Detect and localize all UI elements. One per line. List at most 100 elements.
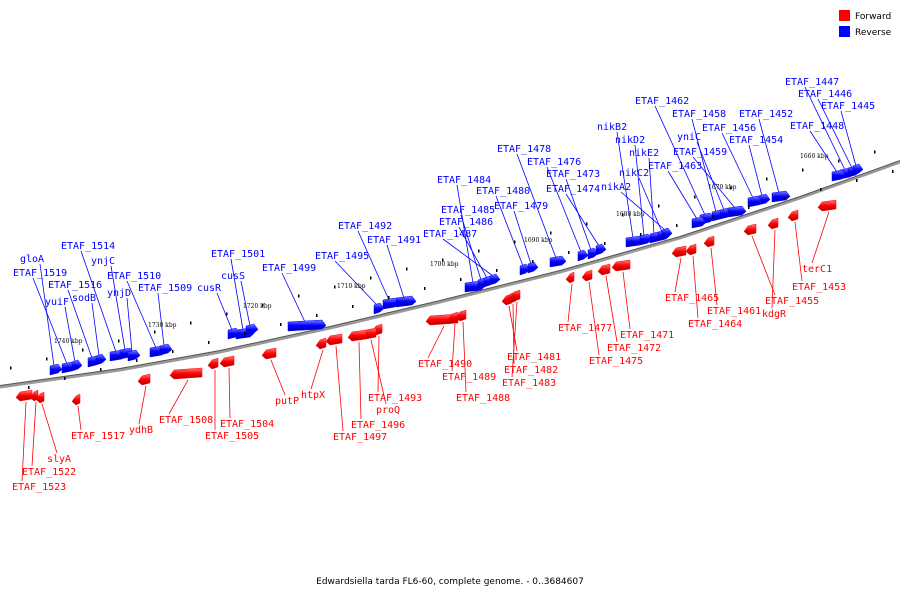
gene-feature-arrow[interactable] <box>35 391 45 404</box>
gene-label[interactable]: ETAF_1462 <box>635 96 689 107</box>
gene-label[interactable]: ETAF_1465 <box>665 293 719 304</box>
gene-feature-arrow[interactable] <box>159 343 173 356</box>
gene-htpx[interactable]: htpX <box>301 337 327 401</box>
gene-label[interactable]: ETAF_1474 <box>546 184 600 195</box>
gene-etaf-1464[interactable]: ETAF_1464 <box>685 243 742 330</box>
gene-label[interactable]: ETAF_1461 <box>707 306 761 317</box>
gene-etaf-1480[interactable]: ETAF_1480 <box>476 186 531 276</box>
gene-etaf-1471[interactable]: ETAF_1471 <box>611 259 674 341</box>
gene-label[interactable]: ETAF_1481 <box>507 352 561 363</box>
gene-label[interactable]: ETAF_1489 <box>442 372 496 383</box>
gene-etaf-1497[interactable]: ETAF_1497 <box>325 333 387 443</box>
gene-label[interactable]: ETAF_1522 <box>22 467 76 478</box>
gene-label[interactable]: ETAF_1478 <box>497 144 551 155</box>
gene-feature-arrow[interactable] <box>207 357 219 370</box>
gene-label[interactable]: ETAF_1446 <box>798 89 852 100</box>
gene-label[interactable]: ETAF_1472 <box>607 343 661 354</box>
gene-label[interactable]: yuiF <box>45 297 69 308</box>
gene-label[interactable]: ETAF_1517 <box>71 431 125 442</box>
gene-label[interactable]: ETAF_1458 <box>672 109 726 120</box>
gene-feature-arrow[interactable] <box>261 347 277 360</box>
gene-label[interactable]: ETAF_1485 <box>441 205 495 216</box>
gene-etaf-1495[interactable]: ETAF_1495 <box>315 251 385 315</box>
gene-feature-arrow[interactable] <box>373 302 385 315</box>
gene-feature-arrow[interactable] <box>661 227 673 240</box>
gene-label[interactable]: ydhB <box>129 425 153 436</box>
gene-etaf-1496[interactable]: ETAF_1496 <box>347 329 405 431</box>
gene-etaf-1505[interactable]: ETAF_1505 <box>205 357 259 442</box>
gene-feature-arrow[interactable] <box>325 333 343 346</box>
gene-etaf-1509[interactable]: ETAF_1509 <box>138 283 192 356</box>
gene-etaf-1453[interactable]: ETAF_1453 <box>787 209 846 293</box>
gene-etaf-1456[interactable]: ETAF_1456 <box>702 123 763 208</box>
gene-etaf-1445[interactable]: ETAF_1445 <box>821 101 875 176</box>
gene-label[interactable]: ETAF_1490 <box>418 359 472 370</box>
gene-feature-arrow[interactable] <box>15 389 33 402</box>
gene-etaf-1488[interactable]: ETAF_1488 <box>455 309 510 404</box>
gene-label[interactable]: ynjC <box>91 256 115 267</box>
gene-feature-arrow[interactable] <box>219 355 235 368</box>
gene-etaf-1463[interactable]: ETAF_1463 <box>648 161 707 229</box>
gene-feature-arrow[interactable] <box>287 319 327 332</box>
gene-feature-arrow[interactable] <box>527 261 539 274</box>
gene-label[interactable]: ETAF_1510 <box>107 271 161 282</box>
gene-label[interactable]: sodB <box>72 293 96 304</box>
gene-yuif[interactable]: yuiF <box>45 297 83 372</box>
gene-nikb2[interactable]: nikB2 <box>597 122 645 248</box>
gene-etaf-1459[interactable]: ETAF_1459 <box>673 147 747 218</box>
gene-etaf-1523[interactable]: ETAF_1523 <box>12 389 66 493</box>
gene-feature-arrow[interactable] <box>71 359 83 372</box>
gene-gloa[interactable]: gloA <box>20 254 63 376</box>
gene-feature-arrow[interactable] <box>817 199 837 212</box>
gene-label[interactable]: ETAF_1453 <box>792 282 846 293</box>
gene-label[interactable]: ETAF_1495 <box>315 251 369 262</box>
gene-feature-arrow[interactable] <box>169 367 203 380</box>
gene-feature-arrow[interactable] <box>245 323 259 336</box>
gene-feature-arrow[interactable] <box>595 243 607 256</box>
gene-label[interactable]: gloA <box>20 254 44 265</box>
gene-etaf-1475[interactable]: ETAF_1475 <box>581 269 643 367</box>
gene-label[interactable]: ETAF_1516 <box>48 280 102 291</box>
gene-etaf-1517[interactable]: ETAF_1517 <box>71 393 125 442</box>
gene-label[interactable]: ETAF_1475 <box>589 356 643 367</box>
gene-feature-arrow[interactable] <box>831 169 847 182</box>
gene-etaf-1482[interactable]: ETAF_1482 <box>504 291 558 376</box>
gene-feature-arrow[interactable] <box>549 255 567 268</box>
gene-label[interactable]: ETAF_1448 <box>790 121 844 132</box>
gene-label[interactable]: ETAF_1496 <box>351 420 405 431</box>
gene-label[interactable]: ETAF_1483 <box>502 378 556 389</box>
gene-cusr[interactable]: cusR <box>197 283 241 340</box>
gene-etaf-1491[interactable]: ETAF_1491 <box>367 235 421 308</box>
gene-etaf-1504[interactable]: ETAF_1504 <box>219 355 274 430</box>
gene-etaf-1487[interactable]: ETAF_1487 <box>423 229 501 286</box>
gene-kdgr[interactable]: kdgR <box>762 217 787 320</box>
gene-label[interactable]: yniC <box>677 132 701 143</box>
gene-label[interactable]: ETAF_1499 <box>262 263 316 274</box>
gene-cuss[interactable]: cusS <box>221 271 259 336</box>
gene-slya[interactable]: slyA <box>35 391 71 465</box>
gene-label[interactable]: nikB2 <box>597 122 627 133</box>
gene-label[interactable]: kdgR <box>762 309 787 320</box>
gene-etaf-1499[interactable]: ETAF_1499 <box>262 263 327 332</box>
gene-feature-arrow[interactable] <box>747 195 763 208</box>
gene-feature-arrow[interactable] <box>671 245 687 258</box>
gene-etaf-1474[interactable]: ETAF_1474 <box>546 184 607 256</box>
gene-etaf-1486[interactable]: ETAF_1486 <box>439 217 495 288</box>
gene-label[interactable]: ETAF_1484 <box>437 175 491 186</box>
gene-label[interactable]: ETAF_1476 <box>527 157 581 168</box>
gene-label[interactable]: nikD2 <box>615 135 645 146</box>
gene-feature-arrow[interactable] <box>852 163 864 176</box>
gene-label[interactable]: ETAF_1463 <box>648 161 702 172</box>
gene-label[interactable]: ETAF_1508 <box>159 415 213 426</box>
gene-etaf-1481[interactable]: ETAF_1481 <box>501 293 561 363</box>
gene-etaf-1461[interactable]: ETAF_1461 <box>703 235 761 317</box>
gene-label[interactable]: ETAF_1523 <box>12 482 66 493</box>
gene-feature-arrow[interactable] <box>315 337 327 350</box>
gene-etaf-1448[interactable]: ETAF_1448 <box>790 121 847 182</box>
gene-label[interactable]: ETAF_1514 <box>61 241 115 252</box>
gene-label[interactable]: ETAF_1454 <box>729 135 783 146</box>
gene-ydhb[interactable]: ydhB <box>129 373 153 436</box>
gene-label[interactable]: ETAF_1509 <box>138 283 192 294</box>
gene-etaf-1473[interactable]: ETAF_1473 <box>546 169 600 260</box>
gene-feature-arrow[interactable] <box>703 235 715 248</box>
